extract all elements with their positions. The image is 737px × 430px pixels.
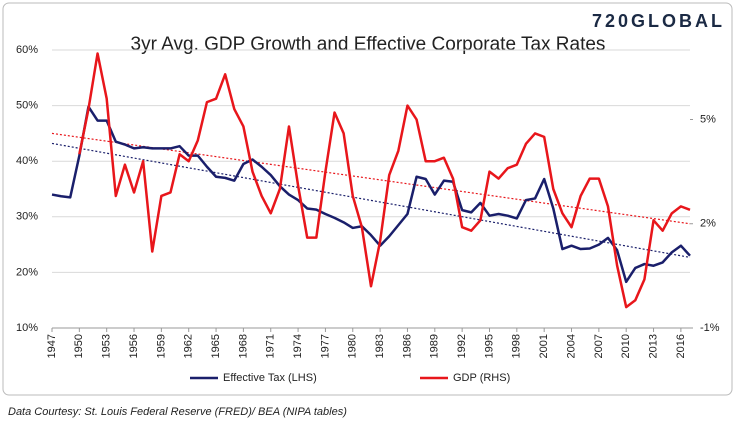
x-tick-label: 1977 xyxy=(319,334,331,358)
x-tick-label: 1992 xyxy=(456,334,468,358)
x-tick-label: 1980 xyxy=(347,334,359,358)
y2-tick-label: -1% xyxy=(700,322,720,334)
x-tick-label: 1971 xyxy=(265,334,277,358)
y-tick-label: 50% xyxy=(16,100,38,112)
x-tick-label: 1998 xyxy=(511,334,523,358)
source-note: Data Courtesy: St. Louis Federal Reserve… xyxy=(8,406,347,418)
trend-line xyxy=(51,142,691,258)
x-tick-label: 1962 xyxy=(183,334,195,358)
y-tick-label: 40% xyxy=(16,155,38,167)
x-tick-label: 1953 xyxy=(101,334,113,358)
x-tick-label: 1989 xyxy=(429,334,441,358)
chart-frame xyxy=(2,2,733,396)
y2-tick-label: 2% xyxy=(700,218,716,230)
x-tick-label: 1968 xyxy=(237,334,249,358)
x-tick-label: 1983 xyxy=(374,334,386,358)
x-tick-label: 1995 xyxy=(483,334,495,358)
y-tick-label: 20% xyxy=(16,266,38,278)
x-tick-label: 1965 xyxy=(210,334,222,358)
x-tick-label: 2016 xyxy=(675,334,687,358)
data-line xyxy=(78,52,691,309)
x-tick-label: 1974 xyxy=(292,334,304,358)
y-tick-label: 60% xyxy=(16,44,38,56)
x-tick-label: 2010 xyxy=(620,334,632,358)
chart-title: 3yr Avg. GDP Growth and Effective Corpor… xyxy=(131,34,606,55)
x-tick-label: 1950 xyxy=(73,334,85,358)
x-tick-label: 2001 xyxy=(538,334,550,358)
legend-label: GDP (RHS) xyxy=(453,372,510,384)
x-tick-label: 2013 xyxy=(647,334,659,358)
x-tick-label: 1959 xyxy=(155,334,167,358)
x-tick-label: 1956 xyxy=(128,334,140,358)
y2-tick-label: 5% xyxy=(700,113,716,125)
trend-line xyxy=(51,132,691,225)
x-tick-label: 2004 xyxy=(565,334,577,358)
x-tick-label: 2007 xyxy=(593,334,605,358)
x-tick-label: 1947 xyxy=(46,334,58,358)
legend-label: Effective Tax (LHS) xyxy=(223,372,317,384)
y-tick-label: 10% xyxy=(16,322,38,334)
x-tick-label: 1986 xyxy=(401,334,413,358)
data-line xyxy=(51,105,691,284)
y-tick-label: 30% xyxy=(16,211,38,223)
brand-logo: 720GLOBAL xyxy=(592,11,725,31)
